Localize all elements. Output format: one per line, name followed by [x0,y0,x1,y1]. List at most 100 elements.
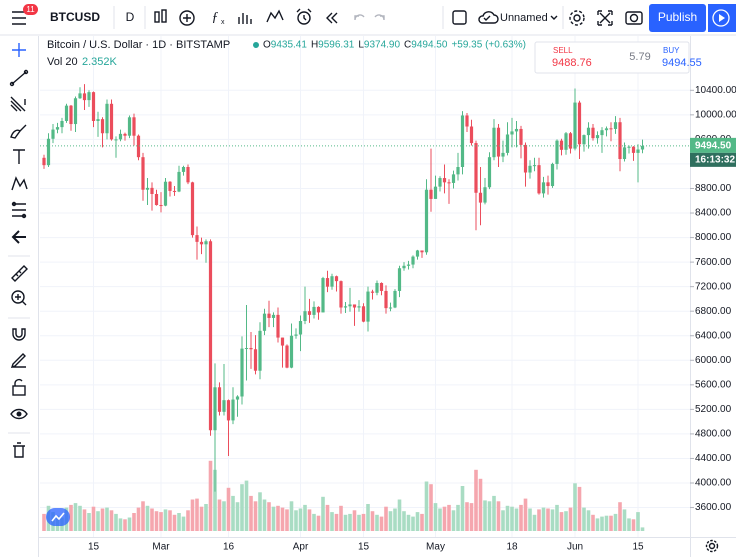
y-tick-label: 6000.00 [695,355,732,366]
candle-body [618,122,622,160]
undo-button[interactable] [354,14,365,21]
volume-bar [379,516,384,531]
countdown: 16:13:32 [695,155,735,166]
ruler-tool[interactable] [11,265,28,282]
candle-body [406,264,411,266]
candle-body [609,128,613,130]
volume-bar [582,507,586,531]
volume-bar [420,513,424,531]
axis-settings-button[interactable] [705,539,719,553]
pattern-tool[interactable] [11,176,28,191]
magnet-tool[interactable] [12,328,26,341]
fullscreen-button[interactable] [597,10,613,26]
fib-tool[interactable] [10,96,26,112]
volume-bar [550,509,555,531]
volume-bar [447,504,451,531]
crosshair-tool[interactable] [12,43,26,57]
volume-bar [510,506,514,531]
volume-bar [136,507,141,531]
volume-bar [519,504,523,531]
sell-price[interactable]: 9488.76 [552,57,592,69]
replay-button[interactable] [326,12,338,24]
ohlc-key: C [404,40,411,51]
candle-body [123,133,127,136]
volume-bar [213,469,217,531]
volume-bar [604,515,609,531]
stream-button[interactable] [708,4,736,32]
candle-body [627,146,631,148]
ohlc-value: 9374.90 [364,40,401,51]
interval[interactable]: D [126,10,135,24]
volume-bar [402,511,406,531]
buy-price[interactable]: 9494.55 [662,57,702,69]
alert-button[interactable] [296,8,312,25]
layout-name[interactable]: Unnamed [500,12,548,24]
zoom-tool[interactable] [11,290,27,306]
y-tick-label: 4800.00 [695,429,732,440]
text-tool[interactable] [13,149,25,164]
candle-body [141,157,145,190]
alert-like-button[interactable] [266,9,284,23]
candle-body [550,163,555,187]
drawing-mode-tool[interactable] [10,353,26,369]
prediction-tool[interactable] [11,201,27,219]
layout-button[interactable] [452,10,467,25]
trendline-tool[interactable] [9,69,29,87]
candle-body [546,182,550,187]
sell-label[interactable]: SELL [553,46,573,55]
save-button[interactable] [478,11,499,24]
volume-bar [370,511,375,531]
visibility-tool[interactable] [10,408,28,420]
volume-bar [226,487,231,531]
volume-bar [483,500,487,531]
buy-label[interactable]: BUY [663,46,680,55]
lock-tool[interactable] [12,378,26,396]
volume-bar [505,505,510,531]
volume-bar [406,514,411,531]
chart-style-button[interactable] [154,9,167,23]
candle-body [154,194,159,206]
candle-body [393,290,397,308]
layout-caret[interactable] [550,15,558,20]
volume-bar [456,504,460,531]
brush-tool[interactable] [10,124,27,139]
candle-body [177,171,181,192]
volume-bar [496,501,501,531]
volume-bar [267,502,271,531]
back-tool[interactable] [11,230,26,244]
candle-body [204,241,208,245]
volume-bar [199,506,204,531]
candle-body [55,127,60,130]
candle-body [114,139,118,141]
badge-count: 11 [26,5,35,14]
candle-body [415,250,420,257]
symbol[interactable]: BTCUSD [50,10,100,24]
settings-button[interactable] [569,10,585,26]
volume-bar [442,506,447,531]
x-tick-label: 16 [223,542,235,553]
candle-body [105,103,109,134]
candle-body [600,130,604,136]
candle-body [190,182,195,236]
compare-button[interactable] [179,10,195,26]
candle-body [582,135,586,145]
ohlc-value: 9494.50 [411,40,448,51]
volume-bar [478,478,483,531]
volume-bar [253,501,258,531]
volume-bar [154,511,159,531]
templates-button[interactable] [238,13,252,24]
delete-tool[interactable] [13,442,25,458]
publish-label[interactable]: Publish [658,10,697,24]
candle-body [586,127,591,136]
volume-bar [96,511,100,531]
left-toolbar [0,36,39,557]
volume-bar [73,503,78,531]
x-tick-label: 15 [632,542,644,553]
publish-button[interactable] [649,4,706,32]
snapshot-button[interactable] [625,11,643,25]
redo-button[interactable] [374,14,385,21]
candle-body [532,165,537,167]
volume-bar [325,504,330,531]
volume-bar [361,513,366,531]
